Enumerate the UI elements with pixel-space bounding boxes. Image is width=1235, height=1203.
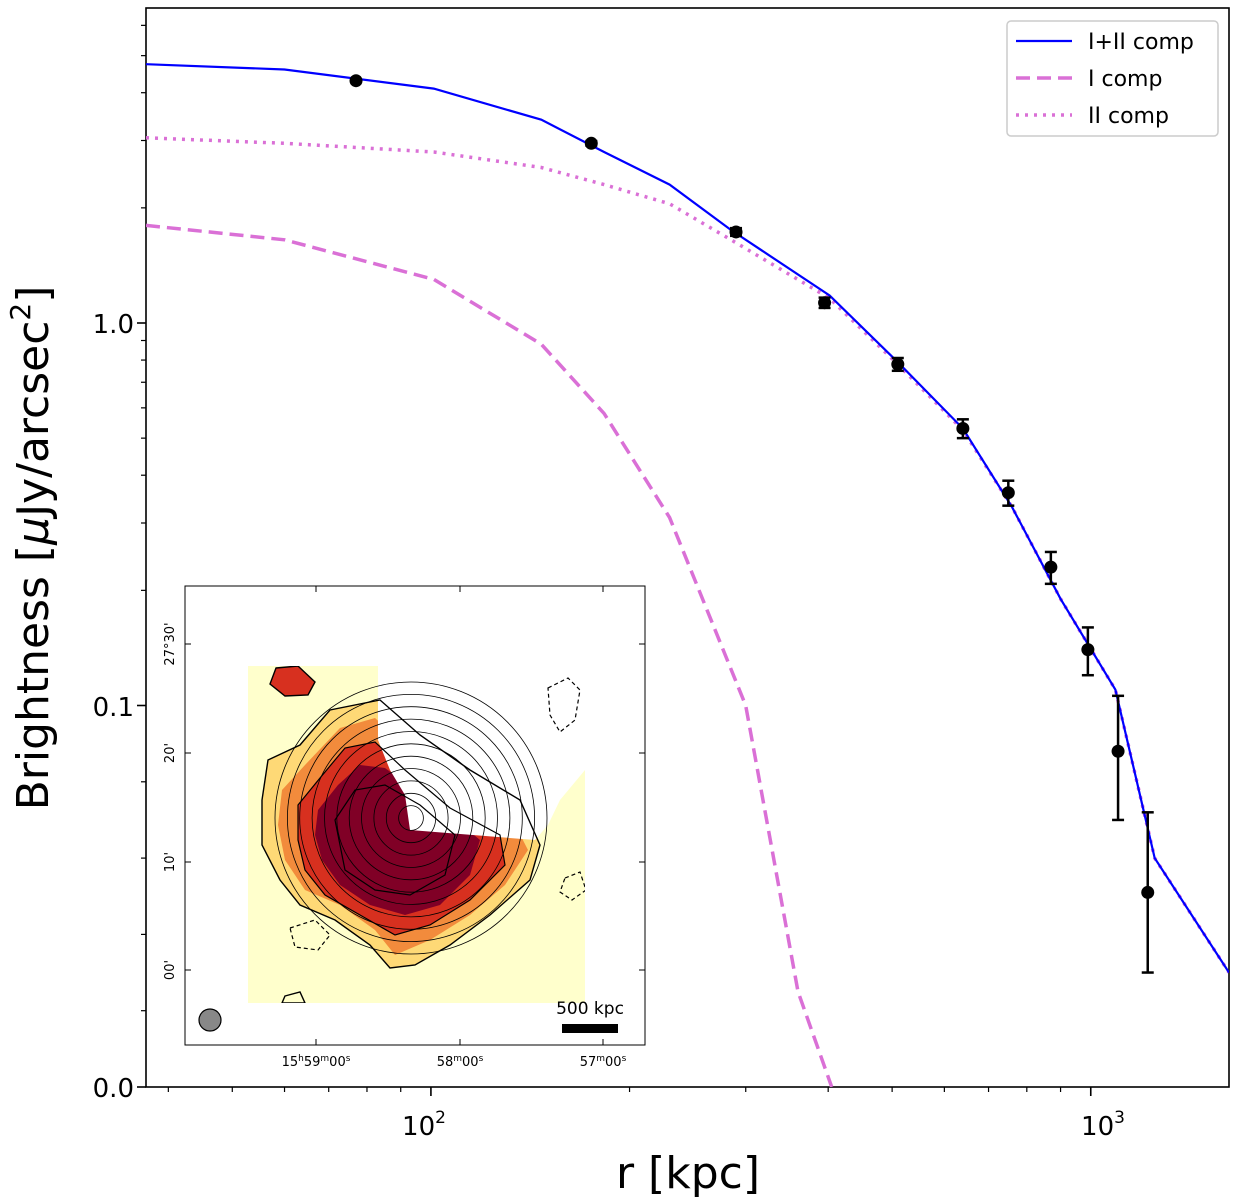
scale-bar <box>562 1024 618 1033</box>
annulus-ring <box>348 755 474 881</box>
contour-inner <box>334 784 456 896</box>
ra1-s: 00 <box>329 1055 346 1070</box>
y-title-power: 2 <box>4 303 37 321</box>
annuli-group <box>274 681 548 955</box>
data-points <box>349 74 1155 974</box>
contour-top-left-blob <box>269 666 316 697</box>
contour-bottom-blob <box>281 991 306 1003</box>
x-tick-label-100: 102 <box>402 1108 446 1142</box>
inset-dec-label-1: 27°30' <box>163 622 178 665</box>
series-line-ii-comp <box>146 136 1229 974</box>
data-point <box>1141 885 1155 899</box>
x-tick-100-base: 10 <box>402 1112 435 1142</box>
inset-ticks <box>185 586 645 1045</box>
data-point <box>1111 744 1125 758</box>
annulus-ring <box>373 780 449 856</box>
inset-dec-label-3: 10' <box>163 852 178 872</box>
data-point <box>956 421 970 435</box>
emission-top-left-blob <box>270 666 315 696</box>
data-point <box>1081 643 1095 657</box>
annulus-ring <box>274 681 548 955</box>
inset-radio-map: 15h59m00s 58m00s 57m00s 27°30' 20' 10' 0… <box>163 585 646 1070</box>
y-tick-label-0-1: 0.1 <box>93 693 134 723</box>
contour-mid <box>297 741 506 936</box>
annulus-ring <box>299 706 523 930</box>
ra1-ss: s <box>346 1054 351 1064</box>
annulus-ring <box>324 731 498 905</box>
x-axis-ticks <box>167 1087 1092 1096</box>
legend: I+II comp I comp II comp <box>1006 20 1219 137</box>
beam-circle <box>198 1008 222 1032</box>
x-tick-1000-exp: 3 <box>1114 1108 1125 1128</box>
ra3-m: 57 <box>580 1055 597 1070</box>
y-title-prefix: Brightness [ <box>8 545 59 811</box>
x-tick-label-1000: 103 <box>1081 1108 1125 1142</box>
ra1-m: 59 <box>304 1055 321 1070</box>
ra1-ms: m <box>320 1054 329 1064</box>
y-tick-label-1: 1.0 <box>93 310 134 340</box>
contour-negative-2 <box>289 919 331 951</box>
inset-ra-label-3: 57m00s <box>580 1054 627 1070</box>
y-title-mu: μ <box>8 517 59 546</box>
data-point <box>891 357 905 371</box>
ra3-ss: s <box>622 1054 627 1064</box>
legend-label-i: I comp <box>1088 67 1162 92</box>
data-point <box>818 296 832 310</box>
ra1-hs: h <box>298 1054 304 1064</box>
scale-bar-label: 500 kpc <box>556 999 624 1019</box>
contour-negative-3 <box>559 871 585 901</box>
ra2-s: 00 <box>462 1055 479 1070</box>
x-tick-1000-base: 10 <box>1081 1112 1114 1142</box>
annulus-ring <box>286 694 535 943</box>
ra3-ms: m <box>596 1054 605 1064</box>
data-point <box>1044 560 1058 574</box>
ra2-ss: s <box>479 1054 484 1064</box>
y-title-unit: Jy/arcsec <box>8 321 59 520</box>
series-line-i-plus-ii-comp <box>146 63 1229 974</box>
ra2-m: 58 <box>437 1055 454 1070</box>
series-line-i-comp <box>146 223 834 1087</box>
ra3-s: 00 <box>605 1055 622 1070</box>
y-title-suffix: ] <box>8 286 59 303</box>
inset-dec-label-2: 20' <box>163 743 178 763</box>
inset-dec-label-4: 00' <box>163 960 178 980</box>
y-axis-ticks <box>137 24 146 1088</box>
ra2-ms: m <box>453 1054 462 1064</box>
inset-image <box>248 666 585 1003</box>
annulus-ring <box>311 718 511 918</box>
data-point <box>729 225 743 239</box>
y-tick-label-0: 0.0 <box>93 1074 134 1104</box>
masked-quadrant <box>378 666 585 840</box>
inset-ra-label-2: 58m00s <box>437 1054 484 1070</box>
legend-label-i-plus-ii: I+II comp <box>1088 30 1194 55</box>
annulus-ring <box>361 768 461 868</box>
contour-outer <box>261 699 541 969</box>
data-point <box>584 136 598 150</box>
contour-negative-1 <box>547 677 581 733</box>
legend-box <box>1006 20 1219 137</box>
ra1-h: 15 <box>282 1055 299 1070</box>
data-point <box>1001 486 1015 500</box>
inset-ra-label-1: 15h59m00s <box>282 1054 351 1070</box>
annulus-ring <box>398 805 424 831</box>
x-axis-title: r [kpc] <box>616 1148 760 1199</box>
x-tick-100-exp: 2 <box>435 1108 446 1128</box>
legend-label-ii: II comp <box>1088 104 1169 129</box>
y-axis-title: Brightness [μJy/arcsec2] <box>4 286 59 811</box>
data-point <box>349 74 363 88</box>
